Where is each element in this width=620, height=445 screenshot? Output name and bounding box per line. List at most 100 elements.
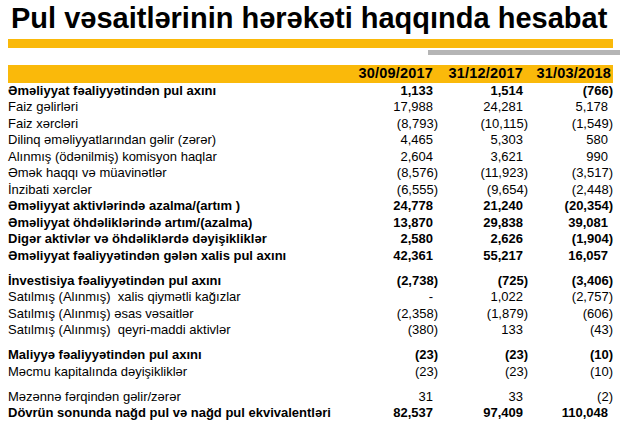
row-label: İnzibati xərclər [8,182,345,199]
page-title: Pul vəsaitlərinin hərəkəti haqqında hesa… [11,2,607,35]
row-value: 21,240 [438,198,528,215]
row-label: Əmək haqqı və müavinətlər [8,165,345,182]
row-value: (1,879) [438,306,528,323]
table-row: Faiz gəlirləri17,98824,2815,178 [8,99,613,116]
row-value: 17,988 [345,99,438,116]
table-row: Əməliyyat fəaliyyətindən pul axını1,1331… [8,83,613,100]
row-label: Maliyyə fəaliyyətindən pul axını [8,347,345,364]
row-value: 13,870 [345,215,438,232]
row-value: 29,838 [438,215,528,232]
table-row: Dilinq əməliyyatlarından gəlir (zərər)4,… [8,132,613,149]
row-value: 2,580 [345,231,438,248]
row-value: (11,923) [438,165,528,182]
row-value: 5,178 [528,99,613,116]
decor-gray-bar [428,50,620,55]
row-label: Satılmış (Alınmış) əsas vəsaitlər [8,306,345,323]
row-value: 16,057 [528,248,613,265]
table-row: Əməliyyat aktivlərində azalma/(artım )24… [8,198,613,215]
row-value: 1,022 [438,289,528,306]
row-value: (8,793) [345,116,438,133]
table-row: İnvestisiya fəaliyyətindən pul axını(2,7… [8,273,613,290]
row-value: (3,517) [528,165,613,182]
row-value: (23) [345,347,438,364]
row-label: Satılmış (Alınmış) xalis qiymətli kağızl… [8,289,345,306]
cashflow-table: 30/09/2017 31/12/2017 31/03/2018 Əməliyy… [8,65,613,422]
row-value: (2,358) [345,306,438,323]
row-value: (9,654) [438,182,528,199]
table-row: Satılmış (Alınmış) xalis qiymətli kağızl… [8,289,613,306]
spacer-row [8,264,613,273]
table-row: Dövrün sonunda nağd pul və nağd pul ekvi… [8,405,613,422]
row-value: (23) [438,364,528,381]
row-label: Faiz xərcləri [8,116,345,133]
row-value: 1,514 [438,83,528,100]
row-value: (8,576) [345,165,438,182]
table-header-row: 30/09/2017 31/12/2017 31/03/2018 [8,65,613,83]
row-value: 42,361 [345,248,438,265]
row-value: (10) [528,364,613,381]
column-header: 31/03/2018 [528,65,613,83]
row-value: 55,217 [438,248,528,265]
table-row: Satılmış (Alınmış) əsas vəsaitlər(2,358)… [8,306,613,323]
column-header: 30/09/2017 [345,65,438,83]
row-label: Faiz gəlirləri [8,99,345,116]
row-label: Dövrün sonunda nağd pul və nağd pul ekvi… [8,405,345,422]
row-value: (606) [528,306,613,323]
row-value: (766) [528,83,613,100]
row-value: (2) [528,389,613,406]
table-row: Alınmış (ödənilmiş) komisyon haqlar2,604… [8,149,613,166]
row-value: (2,448) [528,182,613,199]
row-value: (2,738) [345,273,438,290]
row-value: 990 [528,149,613,166]
row-value: (23) [345,364,438,381]
row-label: Digər aktivlər və öhdəliklərdə dəyişikli… [8,231,345,248]
row-value: 31 [345,389,438,406]
row-value: 2,604 [345,149,438,166]
row-value: 3,621 [438,149,528,166]
row-value: 1,133 [345,83,438,100]
row-value: 580 [528,132,613,149]
row-value: 97,409 [438,405,528,422]
row-value: 5,303 [438,132,528,149]
table-row: Əməliyyat öhdəliklərində artım/(azalma)1… [8,215,613,232]
row-value: 110,048 [528,405,613,422]
row-value: 24,281 [438,99,528,116]
header-label-spacer [8,65,345,83]
row-value: (43) [528,322,613,339]
table-row: İnzibati xərclər(6,555)(9,654)(2,448) [8,182,613,199]
table-row: Maliyyə fəaliyyətindən pul axını(23)(23)… [8,347,613,364]
row-value: (2,757) [528,289,613,306]
row-value: (380) [345,322,438,339]
table-row: Məzənnə fərqindən gəlir/zərər3133(2) [8,389,613,406]
spacer-row [8,380,613,389]
title-accent-bar [8,39,613,48]
table-body: Əməliyyat fəaliyyətindən pul axını1,1331… [8,83,613,422]
row-value: (725) [438,273,528,290]
row-value: (10,115) [438,116,528,133]
row-label: Dilinq əməliyyatlarından gəlir (zərər) [8,132,345,149]
report-page: Pul vəsaitlərinin hərəkəti haqqında hesa… [0,0,620,445]
table-row: Satılmış (Alınmış) qeyri-maddi aktivlər(… [8,322,613,339]
row-value: (1,549) [528,116,613,133]
row-label: Məzənnə fərqindən gəlir/zərər [8,389,345,406]
row-value: 4,465 [345,132,438,149]
row-value: (10) [528,347,613,364]
row-label: Əməliyyat aktivlərində azalma/(artım ) [8,198,345,215]
column-header: 31/12/2017 [438,65,528,83]
row-value: (3,406) [528,273,613,290]
row-label: Əməliyyat fəaliyyətindən gələn xalis pul… [8,248,345,265]
row-value: - [345,289,438,306]
row-label: Əməliyyat öhdəliklərində artım/(azalma) [8,215,345,232]
row-value: 33 [438,389,528,406]
row-label: Satılmış (Alınmış) qeyri-maddi aktivlər [8,322,345,339]
row-value: (20,354) [528,198,613,215]
row-label: Alınmış (ödənilmiş) komisyon haqlar [8,149,345,166]
row-value: (23) [438,347,528,364]
spacer-row [8,339,613,348]
row-label: İnvestisiya fəaliyyətindən pul axını [8,273,345,290]
table-row: Faiz xərcləri(8,793)(10,115)(1,549) [8,116,613,133]
row-value: 82,537 [345,405,438,422]
table-row: Əməliyyat fəaliyyətindən gələn xalis pul… [8,248,613,265]
row-value: 39,081 [528,215,613,232]
row-label: Məcmu kapitalında dəyişikliklər [8,364,345,381]
